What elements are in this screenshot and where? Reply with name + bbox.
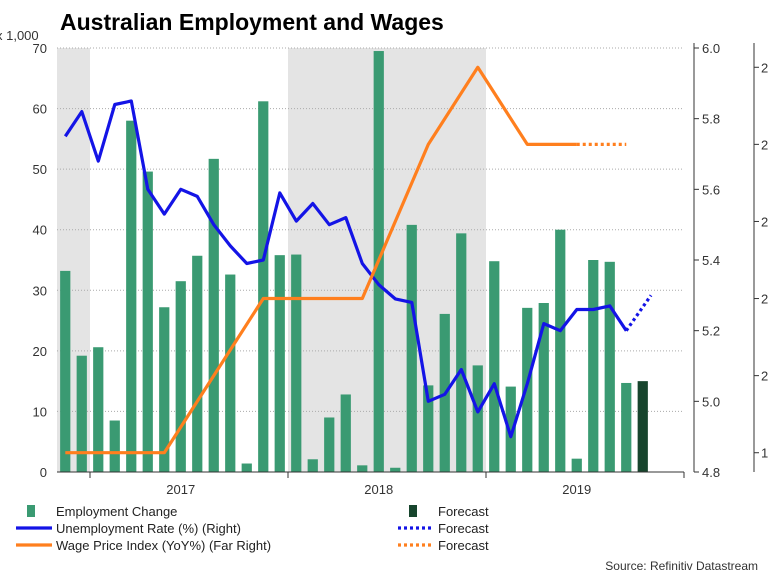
bar-employment-change: [225, 274, 236, 472]
bar-employment-change: [406, 224, 417, 472]
y-far-right-tick-label: 2.2: [761, 214, 768, 229]
legend-label: Forecast: [438, 538, 489, 553]
shaded-region-2: [288, 48, 486, 472]
bar-employment-change: [588, 260, 599, 472]
x-tick-label: 2018: [364, 482, 393, 497]
line-unemployment-rate: [63, 99, 628, 439]
source-note: Source: Refinitiv Datastream: [605, 559, 758, 573]
y-right-tick-label: 5.8: [702, 112, 720, 127]
bar-employment-change: [472, 365, 483, 472]
bar-employment-change: [307, 459, 318, 472]
bar-employment-change: [489, 261, 500, 472]
bar-employment-change: [340, 394, 351, 472]
y-far-right-tick-label: 2.3: [761, 137, 768, 152]
bar-employment-change: [175, 281, 186, 472]
bar-employment-change: [423, 385, 434, 472]
bar-employment-change: [241, 463, 252, 472]
bar-employment-change: [274, 255, 285, 472]
bar-employment-change: [126, 120, 137, 472]
y-left-tick-label: 70: [33, 41, 47, 56]
bar-employment-change: [60, 270, 71, 472]
bar-employment-change: [571, 458, 582, 472]
bar-employment-change: [456, 233, 467, 472]
legend: Employment Change Forecast Unemployment Ra…: [16, 504, 489, 553]
y-right-tick-label: 6.0: [702, 41, 720, 56]
legend-swatch: [27, 505, 35, 517]
bar-employment-change: [505, 386, 516, 472]
bar-employment-change: [76, 355, 87, 472]
bar-employment-change: [93, 347, 104, 472]
y-right-tick-label: 5.2: [702, 324, 720, 339]
chart-title: Australian Employment and Wages: [60, 9, 444, 35]
x-tick-label: 2017: [166, 482, 195, 497]
line-unemployment-forecast: [624, 294, 653, 332]
y-left-tick-label: 0: [40, 465, 47, 480]
legend-label: Employment Change: [56, 504, 177, 519]
lines: [63, 65, 653, 455]
y-right-tick-label: 5.6: [702, 182, 720, 197]
legend-label: Wage Price Index (YoY%) (Far Right): [56, 538, 271, 553]
line-wage-price-index: [65, 65, 577, 455]
bar-employment-change: [291, 254, 302, 472]
legend-label: Unemployment Rate (%) (Right): [56, 521, 241, 536]
y-right-tick-label: 4.8: [702, 465, 720, 480]
bar-employment-change: [604, 261, 615, 472]
y-far-right-tick-label: 2.1: [761, 292, 768, 307]
bar-employment-change: [390, 467, 401, 472]
legend-label: Forecast: [438, 521, 489, 536]
bar-employment-change: [208, 158, 219, 473]
bar-employment-change: [324, 417, 335, 472]
y-right-tick-label: 5.4: [702, 253, 720, 268]
bar-employment-change: [538, 303, 549, 472]
y-left-tick-label: 50: [33, 162, 47, 177]
y-left-unit-label: x 1,000: [0, 28, 39, 43]
bar-employment-change: [522, 307, 533, 472]
x-tick-label: 2019: [562, 482, 591, 497]
legend-label: Forecast: [438, 504, 489, 519]
y-left-tick-label: 30: [33, 283, 47, 298]
bar-employment-change: [142, 171, 153, 472]
gridlines: [57, 47, 684, 412]
bar-employment-change: [258, 101, 269, 472]
bar-forecast: [637, 381, 648, 472]
axes: 0 10 20 30 40 50 60 70 2017 2018 2019 4.8 5.0 5.2 5.4 5…: [33, 41, 768, 497]
y-right-tick-label: 5.0: [702, 394, 720, 409]
y-far-right-tick-label: 2.4: [761, 60, 768, 75]
y-far-right-tick-label: 1.9: [761, 446, 768, 461]
y-left-tick-label: 60: [33, 102, 47, 117]
legend-swatch: [409, 505, 417, 517]
y-left-tick-label: 40: [33, 223, 47, 238]
bar-employment-change: [357, 465, 368, 472]
y-far-right-tick-label: 2.0: [761, 369, 768, 384]
shaded-regions: [57, 48, 486, 472]
bar-employment-change: [109, 420, 120, 472]
bar-employment-change: [621, 382, 632, 472]
bar-employment-change: [192, 255, 203, 472]
bar-employment-change: [159, 307, 170, 472]
y-left-tick-label: 10: [33, 404, 47, 419]
bar-employment-change: [555, 229, 566, 472]
y-left-tick-label: 20: [33, 344, 47, 359]
